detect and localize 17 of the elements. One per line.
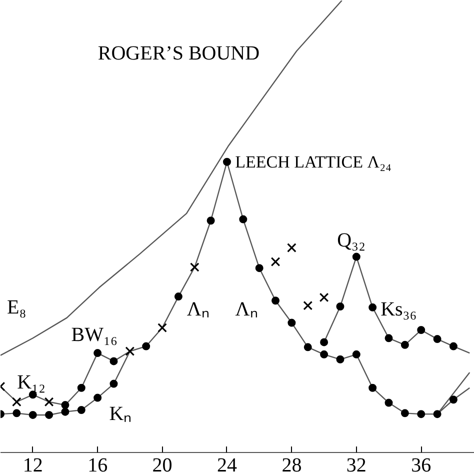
annotation: Λₙ bbox=[235, 298, 258, 321]
x-tick-label: 28 bbox=[282, 454, 302, 474]
annotation: E₈ bbox=[7, 296, 26, 318]
annotation: K₁₂ bbox=[17, 371, 46, 394]
x-tick-label: 16 bbox=[88, 454, 108, 474]
annotation: LEECH LATTICE Λ₂₄ bbox=[235, 152, 392, 172]
x-tick-label: 12 bbox=[22, 454, 43, 474]
annotation: Kₙ bbox=[109, 403, 132, 426]
annotation: Ks₃₆ bbox=[380, 298, 417, 321]
x-tick-label: 24 bbox=[216, 454, 237, 474]
annotation: Q₃₂ bbox=[337, 230, 366, 252]
annotation: Λₙ bbox=[186, 298, 210, 321]
x-tick-label: 20 bbox=[152, 454, 172, 474]
x-tick-label: 32 bbox=[346, 454, 366, 474]
x-tick-label: 36 bbox=[411, 454, 432, 474]
annotation: ROGER’S BOUND bbox=[98, 42, 260, 64]
annotation: BW₁₆ bbox=[71, 324, 118, 346]
